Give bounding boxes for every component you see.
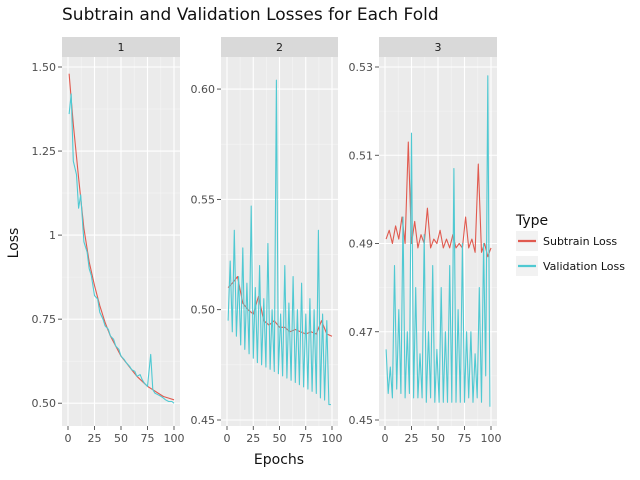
facet-strip-label: 2 [276, 41, 283, 54]
y-tick-label: 0.75 [32, 313, 57, 326]
legend: Type Subtrain Loss Validation Loss [515, 213, 625, 276]
x-tick-label: 75 [458, 432, 472, 445]
facet-panels: 1 0 25 50 75 100 0.50 0.75 1 1.25 1.50 2 0 25 50 75 100 0… [32, 37, 502, 445]
x-axis-title: Epochs [254, 452, 304, 468]
x-tick-label: 50 [431, 432, 445, 445]
x-tick-label: 100 [481, 432, 502, 445]
x-tick-label: 25 [405, 432, 419, 445]
x-tick-label: 50 [273, 432, 287, 445]
facet-panel-1: 1 0 25 50 75 100 0.50 0.75 1 1.25 1.50 [32, 37, 185, 445]
y-tick-label: 0.49 [349, 238, 374, 251]
x-tick-label: 50 [114, 432, 128, 445]
y-tick-label: 0.45 [349, 414, 374, 427]
x-tick-label: 0 [65, 432, 72, 445]
y-tick-label: 0.55 [191, 193, 216, 206]
series-line-validation-loss [227, 79, 331, 406]
x-tick-label: 75 [299, 432, 313, 445]
y-tick-label: 0.50 [191, 304, 216, 317]
y-tick-label: 1 [49, 229, 56, 242]
x-tick-label: 0 [382, 432, 389, 445]
y-tick-label: 0.53 [349, 61, 374, 74]
legend-label: Subtrain Loss [543, 235, 617, 248]
y-tick-label: 0.50 [32, 397, 57, 410]
y-tick-label: 1.25 [32, 145, 57, 158]
y-tick-label: 1.50 [32, 61, 57, 74]
x-tick-label: 100 [164, 432, 185, 445]
x-tick-label: 100 [322, 432, 343, 445]
y-tick-label: 0.47 [349, 326, 374, 339]
x-tick-label: 25 [246, 432, 260, 445]
facet-strip [221, 37, 338, 57]
x-tick-label: 75 [141, 432, 155, 445]
facet-panel-3: 3 0 25 50 75 100 0.45 0.47 0.49 0.51 0.53 [349, 37, 502, 445]
facet-strip [379, 37, 497, 57]
series-line-validation-loss [68, 93, 175, 404]
y-tick-label: 0.45 [191, 414, 216, 427]
y-axis-title: Loss [6, 228, 22, 259]
facet-panel-2: 2 0 25 50 75 100 0.45 0.50 0.55 0.60 [191, 37, 343, 445]
facet-strip-label: 3 [435, 41, 442, 54]
x-tick-label: 25 [88, 432, 102, 445]
facet-strip-label: 1 [118, 41, 125, 54]
legend-title: Type [515, 213, 548, 229]
y-tick-label: 0.60 [191, 83, 216, 96]
chart-title: Subtrain and Validation Losses for Each … [62, 5, 439, 25]
facet-strip [62, 37, 180, 57]
legend-label: Validation Loss [543, 260, 625, 273]
y-tick-label: 0.51 [349, 149, 374, 162]
series-line-validation-loss [385, 75, 491, 407]
x-tick-label: 0 [224, 432, 231, 445]
